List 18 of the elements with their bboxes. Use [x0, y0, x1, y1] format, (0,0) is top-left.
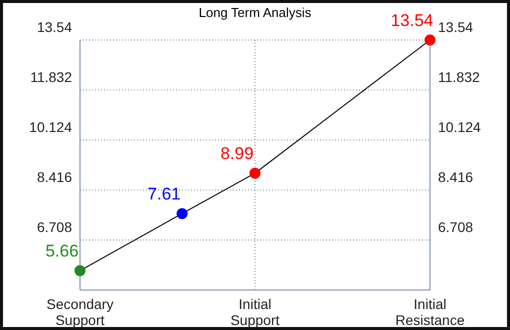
y2-tick-label: 10.124 — [438, 119, 482, 135]
chart-title: Long Term Analysis — [198, 5, 312, 20]
y2-tick-label: 6.708 — [438, 219, 474, 235]
y-tick-label: 11.832 — [30, 69, 72, 85]
data-label: 5.66 — [45, 242, 79, 261]
x-tick-label: Initial Resistance — [395, 296, 465, 328]
y-tick-label: 10.124 — [29, 119, 72, 135]
data-label: 13.54 — [390, 11, 434, 30]
y2-tick-label: 11.832 — [438, 69, 480, 85]
x-tick-label: Initial Support — [230, 296, 280, 328]
data-label: 7.61 — [148, 184, 181, 204]
y2-tick-label: 8.416 — [438, 169, 474, 185]
x-tick-label: Secondary Support — [46, 296, 114, 328]
data-label: 8.99 — [220, 144, 254, 164]
y-tick-label: 8.416 — [36, 169, 72, 185]
y2-tick-label: 13.54 — [438, 19, 474, 35]
y-tick-label: 13.54 — [36, 19, 72, 35]
y-tick-label: 6.708 — [36, 219, 72, 235]
